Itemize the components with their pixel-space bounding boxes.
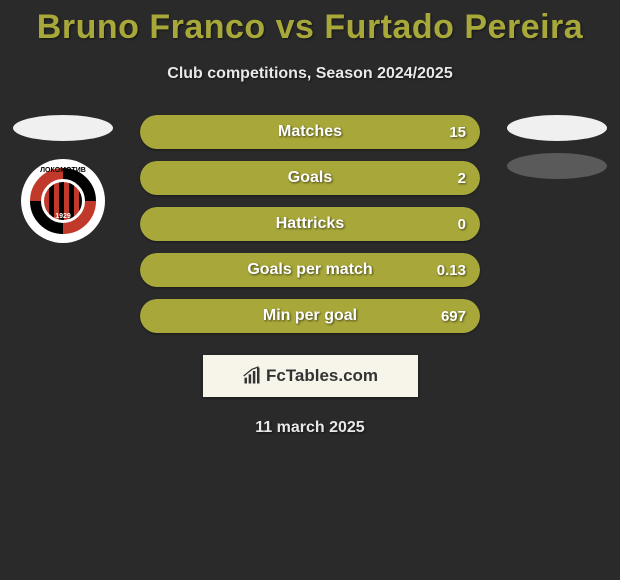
badge-top-text: ЛОКОМОТИВ: [21, 167, 105, 174]
stat-label: Matches: [278, 123, 342, 141]
right-player-club-placeholder: [507, 153, 607, 179]
left-player-column: ЛОКОМОТИВ 1929: [8, 115, 118, 243]
badge-year: 1929: [55, 213, 71, 220]
page-title: Bruno Franco vs Furtado Pereira: [0, 0, 620, 47]
brand-attribution[interactable]: FcTables.com: [203, 355, 418, 397]
right-player-flag-placeholder: [507, 115, 607, 141]
chart-icon: [242, 366, 262, 386]
stat-row: Goals per match 0.13: [140, 253, 480, 287]
page-subtitle: Club competitions, Season 2024/2025: [0, 65, 620, 83]
stat-label: Min per goal: [263, 307, 357, 325]
stat-label: Goals: [288, 169, 332, 187]
stat-rows-container: Matches 15 Goals 2 Hattricks 0 Goals per match…: [140, 115, 480, 333]
stat-value-right: 697: [441, 308, 466, 325]
stat-row: Matches 15: [140, 115, 480, 149]
stat-row: Hattricks 0: [140, 207, 480, 241]
snapshot-date: 11 march 2025: [0, 419, 620, 437]
stat-value-right: 0.13: [437, 262, 466, 279]
stat-row: Goals 2: [140, 161, 480, 195]
stat-value-right: 0: [458, 216, 466, 233]
stat-value-right: 15: [449, 124, 466, 141]
left-player-flag-placeholder: [13, 115, 113, 141]
brand-text: FcTables.com: [266, 366, 378, 386]
stat-label: Hattricks: [276, 215, 344, 233]
comparison-content: ЛОКОМОТИВ 1929 Matches 15 Goals 2 Hattricks 0…: [0, 115, 620, 333]
left-player-club-badge: ЛОКОМОТИВ 1929: [21, 159, 105, 243]
right-player-column: [502, 115, 612, 179]
stat-label: Goals per match: [247, 261, 372, 279]
stat-row: Min per goal 697: [140, 299, 480, 333]
stat-value-right: 2: [458, 170, 466, 187]
